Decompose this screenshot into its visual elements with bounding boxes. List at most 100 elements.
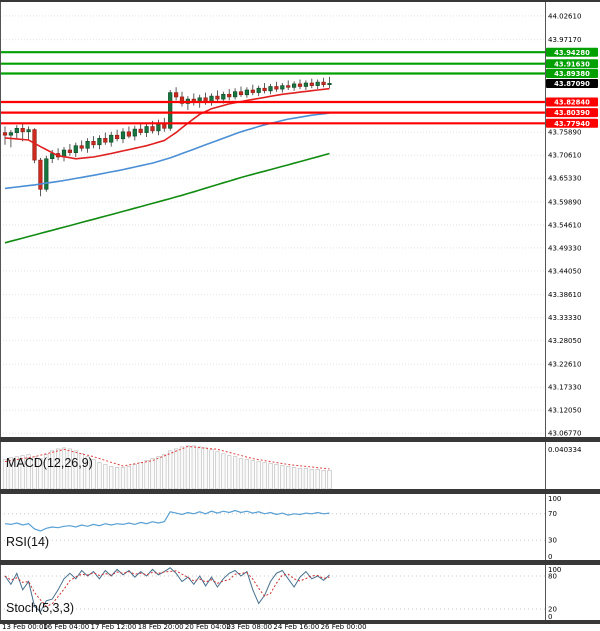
candle-down [203,97,208,102]
support-badge-label: 43.80390 [554,109,590,117]
candle-down [126,131,131,137]
price-tick-label: 43.44050 [548,267,581,275]
price-tick-label: 43.70610 [548,152,581,160]
rsi-tick-label: 30 [548,537,557,545]
candle-down [262,87,267,92]
candle-down [250,89,255,93]
candle-up [244,89,250,96]
price-gridlines [0,15,545,434]
candle-up [44,158,49,190]
resistance-badge [546,69,598,78]
date-label: 20 Feb 04:00 [185,623,231,631]
candle-up [8,132,14,136]
date-label: 18 Feb 20:00 [138,623,184,631]
resistance-badge [546,47,598,57]
support-badge-label: 43.82840 [554,99,590,107]
date-label: 16 Feb 04:00 [43,623,89,631]
stoch-tick-label: 20 [548,605,557,613]
stoch-k-line [4,567,330,613]
price-tick-label: 43.38610 [548,291,581,299]
date-label: 13 Feb 00:00 [2,623,48,631]
price-tick-label: 43.33330 [548,314,581,322]
ma-slow-line [4,152,330,244]
date-label: 17 Feb 12:00 [91,623,137,631]
rsi-line [4,509,330,532]
candle-up [97,138,102,146]
candle-down [297,83,303,87]
candle-down [150,126,155,132]
candle-down [179,96,185,104]
price-tick-label: 43.75890 [548,129,581,137]
candle-down [309,82,314,86]
candle-down [286,85,291,88]
candle-down [274,86,279,90]
candle-up [168,92,173,129]
candle-down [174,92,179,98]
price-tick-label: 43.12050 [548,407,581,415]
price-tick-label: 43.59890 [548,198,581,206]
candle-up [268,86,273,92]
support-badge [546,118,598,128]
candle-up [132,128,137,137]
current-price-badge-label: 43.87090 [554,80,590,88]
support-badge [546,108,598,118]
candle-up [315,81,320,86]
candle-up [14,128,19,134]
support-badge-label: 43.77940 [554,120,590,128]
candle-down [138,128,143,133]
candle-up [327,83,332,86]
date-label: 24 Feb 16:00 [273,623,319,631]
candle-up [280,85,285,90]
rsi-tick-label: 0 [548,553,552,561]
rsi-tick-label: 100 [548,495,561,503]
candle-down [321,81,326,85]
panel-separator [0,560,600,565]
price-tick-label: 43.65330 [548,175,581,183]
price-tick-label: 43.06770 [548,430,581,438]
macd-axis-label: 0.040334 [548,446,582,454]
stoch-tick-label: 80 [548,572,557,580]
candle-up [109,134,114,143]
candle-down [2,132,8,136]
candle-down [162,123,167,129]
macd-histogram [2,445,332,490]
price-tick-label: 43.97170 [548,36,581,44]
price-tick-label: 43.49330 [548,244,581,252]
resistance-badge-label: 43.89380 [554,70,590,78]
candle-up [209,95,214,102]
candle-up [291,83,297,88]
panel-separator [0,489,600,494]
candle-down [79,145,84,149]
candle-down [103,138,108,143]
price-tick-label: 43.28050 [548,337,581,345]
stoch-tick-label: 0 [548,613,552,621]
candles-group [2,76,332,197]
candle-down [215,95,220,100]
candle-down [238,91,244,95]
candle-up [303,82,309,87]
stoch-tick-label: 100 [548,566,561,574]
resistance-badge-label: 43.91630 [554,60,590,68]
panel-separator [0,0,600,2]
candle-down [91,141,96,146]
candle-up [156,123,161,132]
candle-up [120,131,126,140]
resistance-badge-label: 43.94280 [554,49,590,57]
rsi-tick-label: 70 [548,510,557,518]
support-badge [546,97,598,107]
candle-up [26,129,31,133]
panel-separator [0,437,600,442]
candle-up [50,153,55,159]
price-tick-label: 43.17330 [548,384,581,392]
candle-up [144,126,149,133]
candle-up [73,145,78,153]
stoch-d-line [4,570,330,607]
resistance-badge [546,59,598,69]
candle-down [227,94,232,98]
candle-down [38,159,43,190]
price-tick-label: 43.22610 [548,361,581,369]
